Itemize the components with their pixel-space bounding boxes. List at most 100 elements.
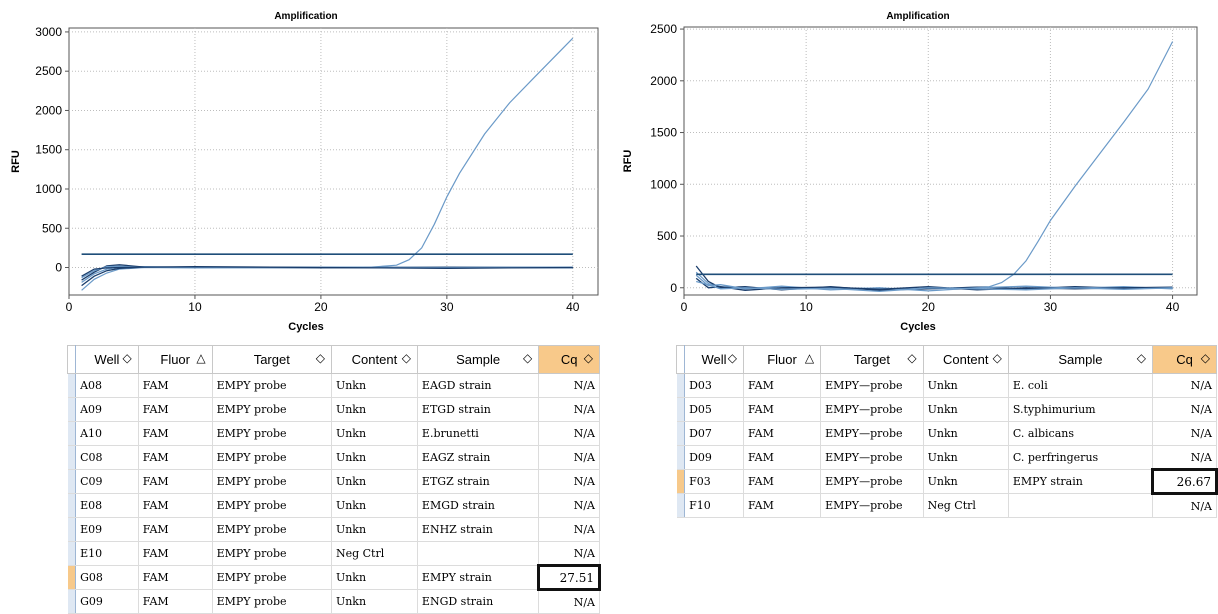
table-row[interactable]: D03 FAM EMPY—probe Unkn E. coli N/A bbox=[677, 374, 1217, 398]
column-header-target[interactable]: Target ◇ bbox=[821, 346, 924, 374]
row-selector[interactable] bbox=[68, 446, 76, 470]
x-tick-label: 20 bbox=[922, 300, 936, 314]
table-row[interactable]: E08 FAM EMPY probe Unkn EMGD strain N/A bbox=[68, 494, 600, 518]
cell-well: A08 bbox=[76, 374, 139, 398]
row-selector[interactable] bbox=[68, 398, 76, 422]
cell-cq: N/A bbox=[539, 542, 600, 566]
table-row[interactable]: A09 FAM EMPY probe Unkn ETGD strain N/A bbox=[68, 398, 600, 422]
sort-icon[interactable]: △ bbox=[196, 351, 205, 365]
column-header-cq[interactable]: Cq ◇ bbox=[539, 346, 600, 374]
sort-icon[interactable]: ◇ bbox=[1137, 351, 1146, 365]
table-row[interactable]: E10 FAM EMPY probe Neg Ctrl N/A bbox=[68, 542, 600, 566]
sort-icon[interactable]: ◇ bbox=[584, 351, 593, 365]
column-header-label: Sample bbox=[456, 352, 500, 367]
cell-target: EMPY probe bbox=[212, 518, 331, 542]
row-selector[interactable] bbox=[677, 374, 685, 398]
cell-sample: EAGD strain bbox=[417, 374, 538, 398]
y-tick-label: 1000 bbox=[35, 182, 62, 196]
cell-well: E10 bbox=[76, 542, 139, 566]
row-selector[interactable] bbox=[677, 422, 685, 446]
sort-icon[interactable]: ◇ bbox=[907, 351, 916, 365]
column-header-target[interactable]: Target ◇ bbox=[212, 346, 331, 374]
row-selector[interactable] bbox=[68, 542, 76, 566]
x-tick-label: 0 bbox=[66, 300, 73, 314]
row-selector[interactable] bbox=[677, 446, 685, 470]
sort-icon[interactable]: ◇ bbox=[993, 351, 1002, 365]
cell-well: G08 bbox=[76, 566, 139, 590]
column-header-well[interactable]: Well ◇ bbox=[685, 346, 744, 374]
cell-content: Unkn bbox=[923, 446, 1008, 470]
cell-target: EMPY probe bbox=[212, 470, 331, 494]
table-row[interactable]: F10 FAM EMPY—probe Neg Ctrl N/A bbox=[677, 494, 1217, 518]
cell-fluor: FAM bbox=[138, 542, 212, 566]
cell-content: Neg Ctrl bbox=[331, 542, 417, 566]
row-selector[interactable] bbox=[68, 566, 76, 590]
cell-sample bbox=[1008, 494, 1152, 518]
table-row[interactable]: A10 FAM EMPY probe Unkn E.brunetti N/A bbox=[68, 422, 600, 446]
cell-target: EMPY probe bbox=[212, 566, 331, 590]
column-header-fluor[interactable]: Fluor △ bbox=[138, 346, 212, 374]
table-row[interactable]: C08 FAM EMPY probe Unkn EAGZ strain N/A bbox=[68, 446, 600, 470]
y-tick-label: 500 bbox=[657, 229, 677, 243]
cell-fluor: FAM bbox=[138, 566, 212, 590]
table-row[interactable]: D09 FAM EMPY—probe Unkn C. perfringerus N/A bbox=[677, 446, 1217, 470]
sort-icon[interactable]: ◇ bbox=[1201, 351, 1210, 365]
table-row[interactable]: C09 FAM EMPY probe Unkn ETGZ strain N/A bbox=[68, 470, 600, 494]
table-row[interactable]: G08 FAM EMPY probe Unkn EMPY strain 27.51 bbox=[68, 566, 600, 590]
table-row[interactable]: D05 FAM EMPY—probe Unkn S.typhimurium N/A bbox=[677, 398, 1217, 422]
cell-cq: N/A bbox=[539, 398, 600, 422]
column-header-cq[interactable]: Cq ◇ bbox=[1153, 346, 1217, 374]
row-selector[interactable] bbox=[68, 518, 76, 542]
sort-icon[interactable]: ◇ bbox=[402, 351, 411, 365]
row-selector[interactable] bbox=[677, 494, 685, 518]
column-header-label: Content bbox=[352, 352, 398, 367]
table-row[interactable]: G09 FAM EMPY probe Unkn ENGD strain N/A bbox=[68, 590, 600, 614]
x-tick-label: 10 bbox=[799, 300, 813, 314]
sort-icon[interactable]: ◇ bbox=[316, 351, 325, 365]
x-tick-label: 40 bbox=[1166, 300, 1180, 314]
column-header-sample[interactable]: Sample ◇ bbox=[417, 346, 538, 374]
cell-well: C09 bbox=[76, 470, 139, 494]
sort-icon[interactable]: △ bbox=[805, 351, 814, 365]
column-header-label: Cq bbox=[561, 352, 578, 367]
column-header-label: Fluor bbox=[160, 352, 190, 367]
cell-cq: N/A bbox=[539, 470, 600, 494]
column-header-sample[interactable]: Sample ◇ bbox=[1008, 346, 1152, 374]
column-header-content[interactable]: Content ◇ bbox=[331, 346, 417, 374]
row-selector[interactable] bbox=[68, 590, 76, 614]
cell-fluor: FAM bbox=[138, 494, 212, 518]
row-selector[interactable] bbox=[68, 470, 76, 494]
x-tick-label: 40 bbox=[566, 300, 580, 314]
sort-icon[interactable]: ◇ bbox=[728, 351, 737, 365]
column-header-label: Content bbox=[943, 352, 989, 367]
table-row[interactable]: D07 FAM EMPY—probe Unkn C. albicans N/A bbox=[677, 422, 1217, 446]
column-header-label: Fluor bbox=[767, 352, 797, 367]
row-selector[interactable] bbox=[677, 398, 685, 422]
column-header-content[interactable]: Content ◇ bbox=[923, 346, 1008, 374]
table-row[interactable]: A08 FAM EMPY probe Unkn EAGD strain N/A bbox=[68, 374, 600, 398]
x-tick-label: 10 bbox=[188, 300, 202, 314]
cell-cq: N/A bbox=[1153, 398, 1217, 422]
cell-content: Unkn bbox=[331, 422, 417, 446]
cell-target: EMPY—probe bbox=[821, 374, 924, 398]
row-selector[interactable] bbox=[68, 422, 76, 446]
cell-sample: ETGZ strain bbox=[417, 470, 538, 494]
sort-icon[interactable]: ◇ bbox=[523, 351, 532, 365]
cell-content: Unkn bbox=[331, 470, 417, 494]
table-row[interactable]: F03 FAM EMPY—probe Unkn EMPY strain 26.67 bbox=[677, 470, 1217, 494]
column-header-well[interactable]: Well ◇ bbox=[76, 346, 139, 374]
row-selector[interactable] bbox=[68, 374, 76, 398]
column-header-fluor[interactable]: Fluor △ bbox=[743, 346, 820, 374]
cell-content: Unkn bbox=[331, 398, 417, 422]
cell-target: EMPY—probe bbox=[821, 398, 924, 422]
cell-sample: EMPY strain bbox=[417, 566, 538, 590]
sort-icon[interactable]: ◇ bbox=[123, 351, 132, 365]
cell-content: Unkn bbox=[331, 374, 417, 398]
cell-content: Unkn bbox=[923, 374, 1008, 398]
amplification-chart-right: 0 10 20 30 40 0 500 1000 1500 2000 2500 Amplificati… bbox=[609, 0, 1218, 340]
cell-content: Unkn bbox=[331, 446, 417, 470]
row-selector[interactable] bbox=[68, 494, 76, 518]
y-tick-label: 1000 bbox=[650, 177, 677, 191]
table-row[interactable]: E09 FAM EMPY probe Unkn ENHZ strain N/A bbox=[68, 518, 600, 542]
row-selector[interactable] bbox=[677, 470, 685, 494]
